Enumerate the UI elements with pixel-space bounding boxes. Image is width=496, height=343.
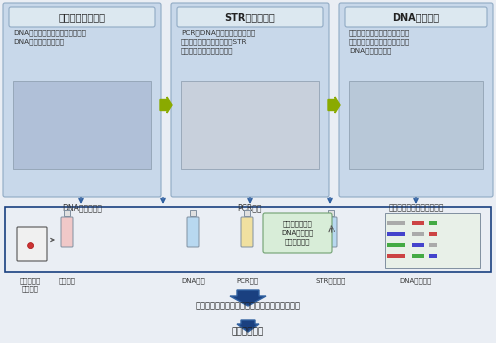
Text: 抽出準備: 抽出準備 [59,277,75,284]
FancyArrow shape [160,97,172,113]
Text: DNA型の判定: DNA型の判定 [392,12,439,22]
FancyBboxPatch shape [241,217,253,247]
Text: PCR（DNA合成酵素連鎖反応）
装置を用い、検査に必要なSTR
部分を増幅（コピー）する: PCR（DNA合成酵素連鎖反応） 装置を用い、検査に必要なSTR 部分を増幅（コ… [181,29,255,54]
Text: 最低２回検査を実施し、型判定の正確性を確認: 最低２回検査を実施し、型判定の正確性を確認 [195,301,301,310]
FancyBboxPatch shape [177,7,323,27]
Text: 加熱等により、
DNA型を分析
しやすくする: 加熱等により、 DNA型を分析 しやすくする [281,221,313,245]
Bar [412,221,424,225]
Bar [412,232,424,236]
FancyBboxPatch shape [339,3,493,197]
Bar [387,221,405,225]
FancyBboxPatch shape [328,210,334,216]
Circle shape [28,243,34,249]
FancyBboxPatch shape [171,3,329,197]
Text: DNA溶液: DNA溶液 [181,277,205,284]
FancyBboxPatch shape [187,217,199,247]
Bar [412,243,424,247]
FancyArrow shape [328,97,340,113]
Text: PCR産物: PCR産物 [236,277,258,284]
FancyBboxPatch shape [345,7,487,27]
Bar [387,243,405,247]
Text: DNA型の判定: DNA型の判定 [400,277,432,284]
FancyBboxPatch shape [349,81,483,169]
Text: 鑑定書の作成: 鑑定書の作成 [232,327,264,336]
Bar [429,243,437,247]
FancyBboxPatch shape [13,81,151,169]
Text: STR部分の増幅: STR部分の増幅 [225,12,275,22]
Text: 資料採取・
切り出し: 資料採取・ 切り出し [19,277,41,292]
Bar [429,232,437,236]
Text: STR分析溶液: STR分析溶液 [316,277,346,284]
Bar [412,254,424,258]
FancyArrow shape [230,290,266,306]
Text: PCR装置: PCR装置 [238,203,262,212]
FancyBboxPatch shape [64,210,70,216]
FancyBboxPatch shape [244,210,250,216]
FancyBboxPatch shape [263,213,332,253]
Text: フラグメントアナライザーと呼
ばれる自動分析装置を用いて、
DNA型を判定する: フラグメントアナライザーと呼 ばれる自動分析装置を用いて、 DNA型を判定する [349,29,410,54]
FancyArrow shape [237,320,259,332]
Text: フラグメントアナライザー: フラグメントアナライザー [388,203,444,212]
FancyBboxPatch shape [181,81,319,169]
FancyBboxPatch shape [9,7,155,27]
Text: 資料の採取・抽出: 資料の採取・抽出 [59,12,106,22]
Bar [429,254,437,258]
FancyBboxPatch shape [61,217,73,247]
FancyBboxPatch shape [17,227,47,261]
FancyBboxPatch shape [325,217,337,247]
FancyBboxPatch shape [3,3,161,197]
FancyBboxPatch shape [5,207,491,272]
Text: DNA抽出キット: DNA抽出キット [62,203,102,212]
Bar [387,254,405,258]
FancyBboxPatch shape [190,210,196,216]
Text: DNA抽出キットにより、資料から
DNAを抽出・精製する: DNA抽出キットにより、資料から DNAを抽出・精製する [13,29,86,45]
FancyBboxPatch shape [385,213,480,268]
Bar [429,221,437,225]
Bar [387,232,405,236]
